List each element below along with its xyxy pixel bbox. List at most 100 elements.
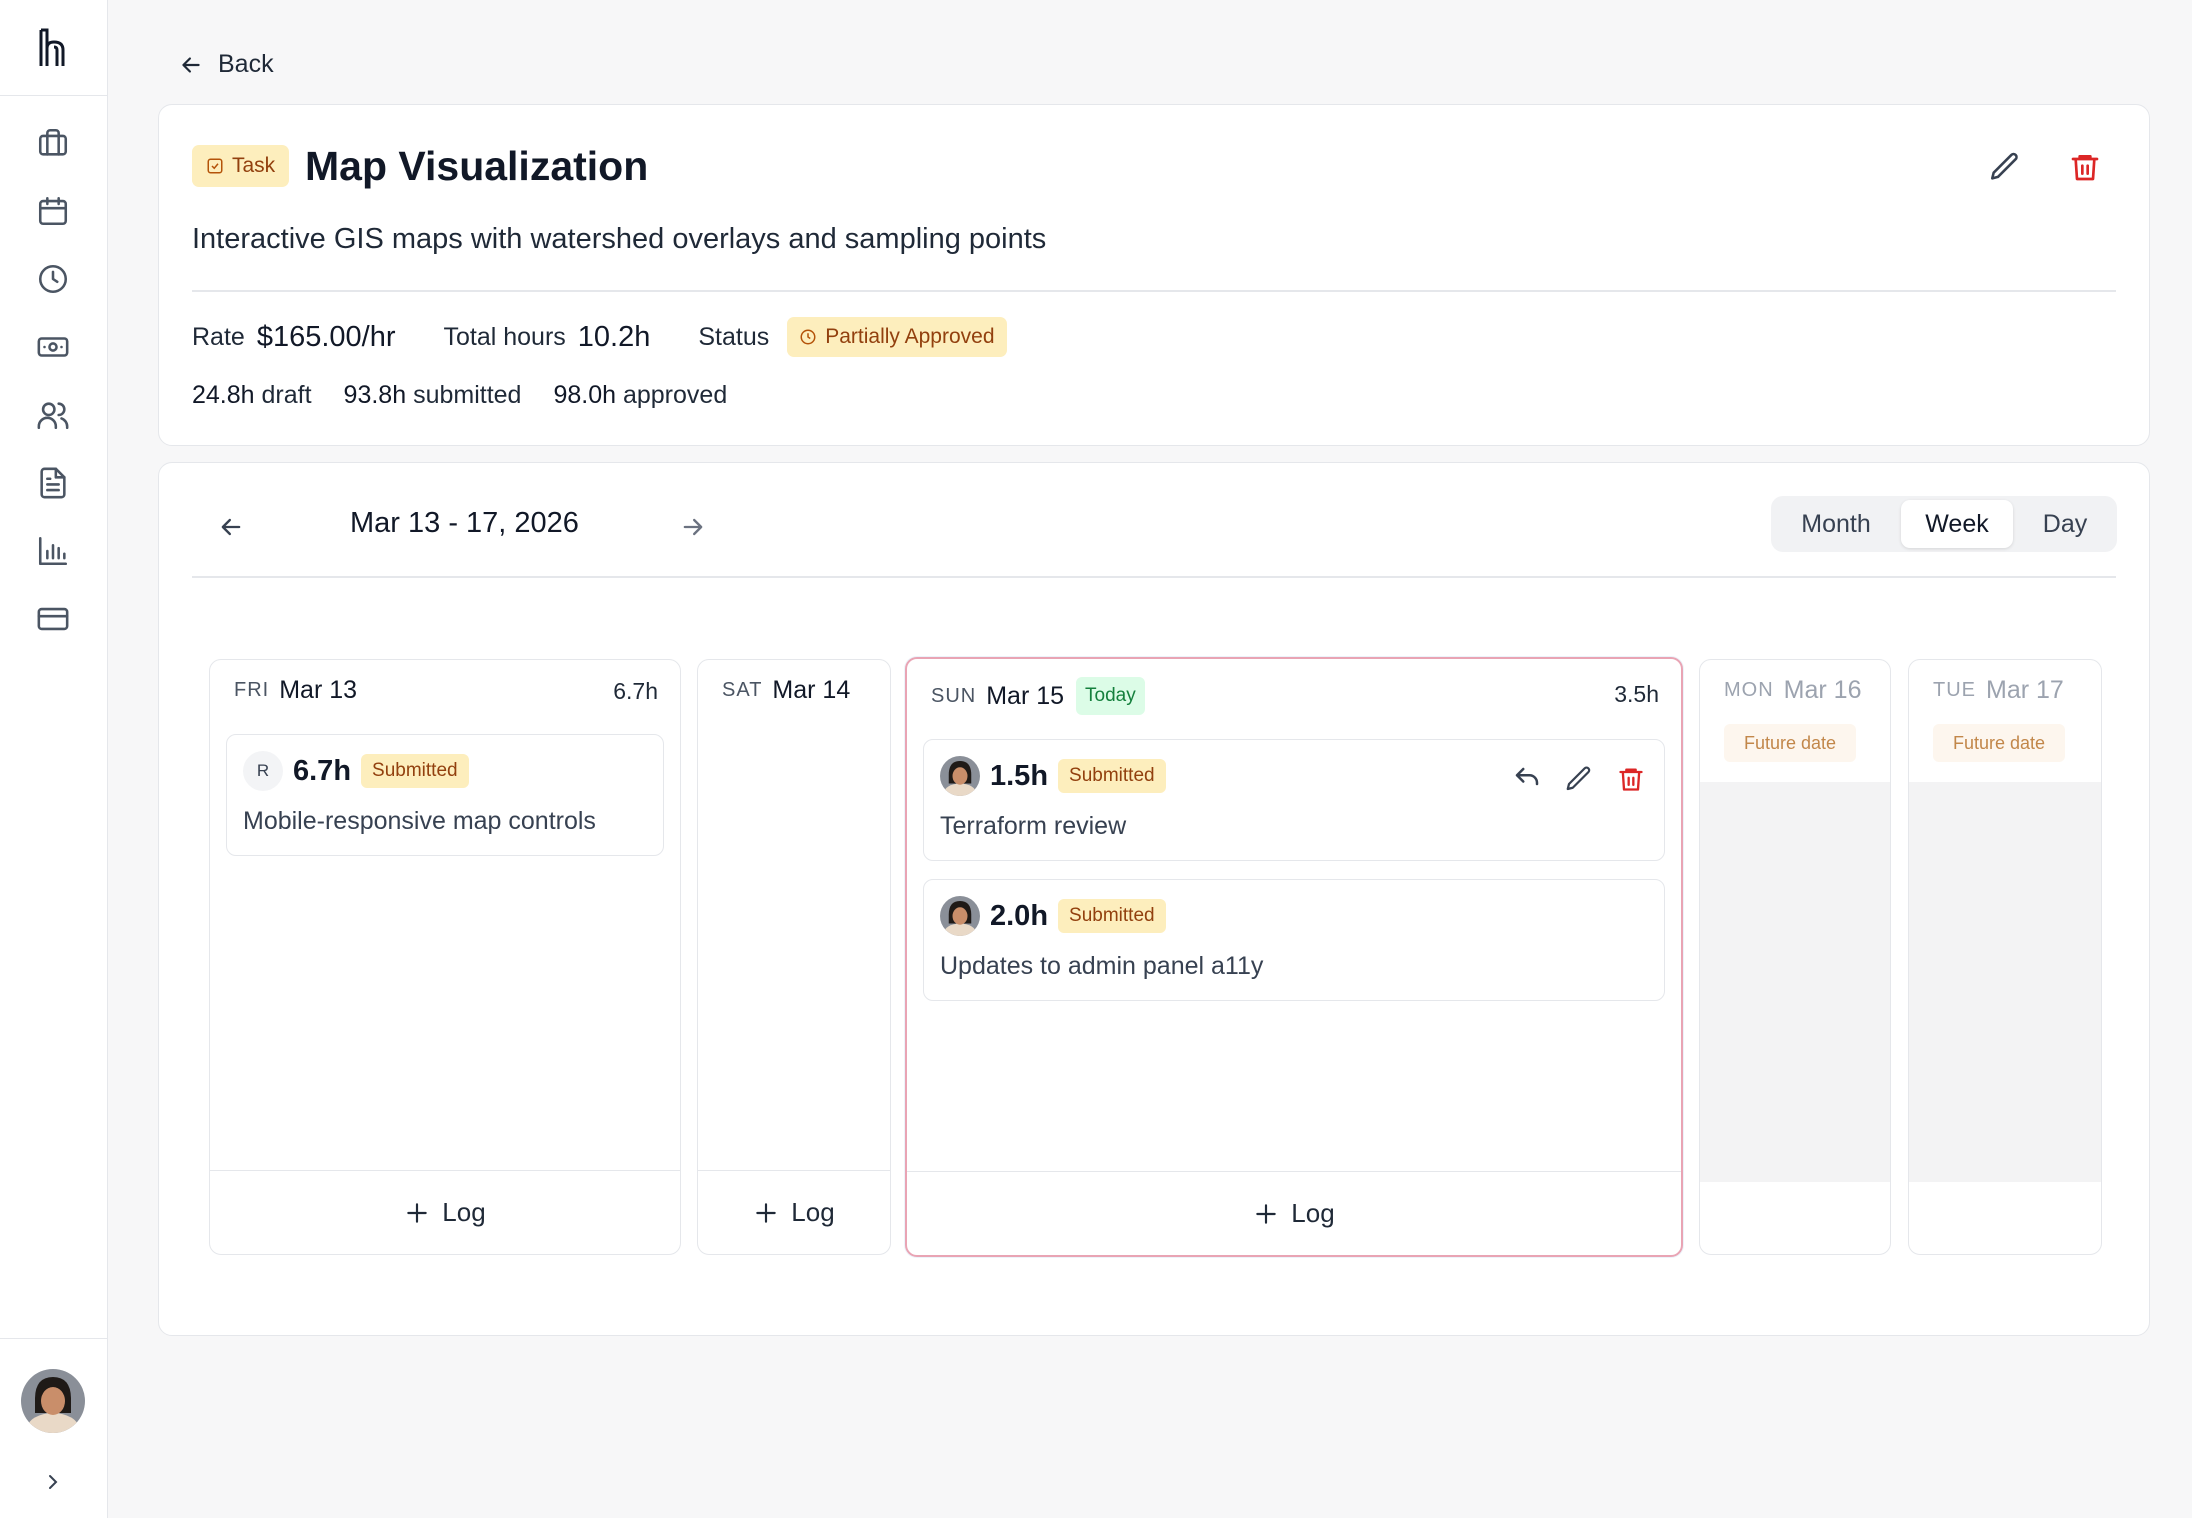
back-button[interactable]: Back (178, 50, 274, 79)
view-week-button[interactable]: Week (1901, 500, 2013, 548)
entry-status-badge: Submitted (1058, 899, 1166, 933)
status-label: Status (698, 322, 770, 351)
checkbox-icon (207, 158, 223, 174)
day-total: 6.7h (613, 678, 658, 704)
day-date: Mar 14 (772, 676, 851, 704)
next-week-button[interactable] (671, 505, 715, 549)
day-date: Mar 16 (1783, 676, 1862, 704)
day-of-week: SAT (722, 679, 763, 701)
day-column-sun-today: SUN Mar 15 Today 3.5h 1.5h Submitted (905, 657, 1683, 1257)
undo-icon[interactable] (1510, 762, 1544, 796)
day-date: Mar 15 (986, 681, 1065, 710)
rate-label: Rate (192, 322, 245, 351)
delete-task-button[interactable] (2063, 145, 2107, 189)
day-column-fri: FRI Mar 13 6.7h R 6.7h Submitted Mobile-… (209, 659, 681, 1255)
day-of-week: TUE (1933, 679, 1976, 701)
task-description: Interactive GIS maps with watershed over… (192, 223, 1047, 255)
status-badge: Partially Approved (787, 317, 1007, 357)
entry-description: Terraform review (940, 812, 1127, 840)
future-date-badge: Future date (1724, 724, 1857, 762)
user-avatar (940, 896, 980, 936)
day-header: MON Mar 16 (1724, 676, 1861, 705)
draft-stat: 24.8h draft (192, 381, 312, 409)
day-date: Mar 13 (279, 676, 358, 704)
disabled-area (1700, 782, 1890, 1182)
money-icon[interactable] (34, 328, 72, 366)
briefcase-icon[interactable] (34, 124, 72, 162)
arrow-left-icon (221, 518, 241, 536)
day-column-sat: SAT Mar 14 Log (697, 659, 891, 1255)
task-card: Task Map Visualization Interactive GIS m… (158, 104, 2150, 446)
total-hours-label: Total hours (443, 322, 566, 351)
log-label: Log (1291, 1198, 1335, 1228)
trash-icon[interactable] (1614, 762, 1648, 796)
entry-hours: 2.0h (990, 899, 1049, 932)
task-type-label: Task (232, 154, 276, 177)
document-icon[interactable] (34, 464, 72, 502)
day-header: TUE Mar 17 (1933, 676, 2064, 705)
trash-icon (2071, 155, 2099, 181)
plus-icon (1256, 1203, 1277, 1224)
plus-icon (407, 1202, 428, 1223)
hours-breakdown: 24.8h draft 93.8h submitted 98.0h approv… (192, 381, 727, 410)
brand-logo[interactable] (0, 0, 108, 96)
task-type-badge: Task (192, 145, 290, 187)
day-of-week: FRI (234, 679, 270, 701)
time-entry[interactable]: 1.5h Submitted Terraform review (923, 739, 1665, 861)
pencil-icon[interactable] (1562, 762, 1596, 796)
status-value: Partially Approved (825, 325, 995, 348)
expand-sidebar-icon[interactable] (40, 1469, 66, 1495)
user-initial: R (243, 751, 283, 791)
time-entry[interactable]: R 6.7h Submitted Mobile-responsive map c… (226, 734, 664, 856)
rate-value: $165.00/hr (256, 320, 396, 353)
arrow-right-icon (683, 518, 703, 536)
calendar-card: Mar 13 - 17, 2026 Month Week Day FRI Mar… (158, 462, 2150, 1336)
day-of-week: MON (1724, 679, 1774, 701)
entry-actions (1510, 762, 1648, 796)
total-hours-value: 10.2h (577, 320, 651, 353)
task-title: Map Visualization (305, 143, 649, 189)
entry-description: Updates to admin panel a11y (940, 952, 1264, 980)
sidebar (0, 0, 108, 1518)
back-label: Back (218, 50, 274, 78)
time-entry[interactable]: 2.0h Submitted Updates to admin panel a1… (923, 879, 1665, 1001)
bar-chart-icon[interactable] (34, 532, 72, 570)
pencil-icon (1990, 152, 2018, 180)
submitted-stat: 93.8h submitted (343, 381, 522, 409)
entry-hours: 6.7h (293, 754, 352, 787)
user-avatar[interactable] (21, 1369, 85, 1433)
credit-card-icon[interactable] (34, 600, 72, 638)
entry-status-badge: Submitted (361, 754, 469, 788)
users-icon[interactable] (34, 396, 72, 434)
day-column-tue: TUE Mar 17 Future date (1908, 659, 2102, 1255)
clock-icon[interactable] (34, 260, 72, 298)
today-badge: Today (1076, 677, 1145, 715)
day-header: SUN Mar 15 Today (931, 677, 1145, 715)
plus-icon (756, 1202, 777, 1223)
day-header: FRI Mar 13 (234, 676, 357, 705)
log-label: Log (442, 1197, 486, 1227)
user-avatar (940, 756, 980, 796)
edit-task-button[interactable] (1983, 145, 2027, 189)
entry-status-badge: Submitted (1058, 759, 1166, 793)
calendar-icon[interactable] (34, 192, 72, 230)
log-time-button[interactable]: Log (698, 1170, 890, 1254)
disabled-area (1909, 782, 2101, 1182)
logo-icon (39, 28, 65, 66)
log-time-button[interactable]: Log (210, 1170, 680, 1254)
day-total: 3.5h (1614, 681, 1659, 707)
view-month-button[interactable]: Month (1801, 509, 1871, 538)
day-date: Mar 17 (1986, 676, 2064, 704)
log-label: Log (791, 1197, 835, 1227)
previous-week-button[interactable] (209, 505, 253, 549)
log-time-button[interactable]: Log (907, 1171, 1681, 1255)
view-toggle: Month Week Day (1771, 496, 2117, 552)
future-date-badge: Future date (1933, 724, 2066, 762)
entry-hours: 1.5h (990, 759, 1049, 792)
approved-stat: 98.0h approved (553, 381, 728, 409)
view-day-button[interactable]: Day (2042, 509, 2088, 538)
task-meta: Rate $165.00/hr Total hours 10.2h Status… (192, 317, 1007, 357)
day-column-mon: MON Mar 16 Future date (1699, 659, 1891, 1255)
day-of-week: SUN (931, 684, 977, 707)
divider (192, 576, 2116, 578)
